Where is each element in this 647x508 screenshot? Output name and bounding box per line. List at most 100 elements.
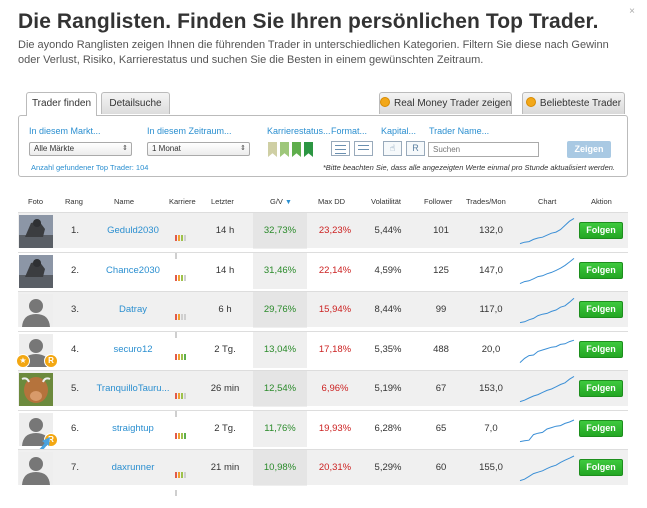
- table-row[interactable]: 7. daxrunner 21 min 10,98% 20,31% 5,29% 60 155,…: [18, 449, 628, 496]
- trader-name[interactable]: straightup: [112, 422, 154, 434]
- trader-name-link[interactable]: TranquilloTauru...: [88, 371, 178, 407]
- performance-chart[interactable]: [518, 413, 576, 445]
- col-trades[interactable]: Trades/Mon: [466, 197, 506, 206]
- trader-photo[interactable]: [19, 254, 53, 288]
- profit-loss-cell: 11,76%: [253, 410, 307, 447]
- table-row[interactable]: 5. TranquilloTauru... 26 min 12,54% 6,96% 5,1…: [18, 370, 628, 417]
- career-status-icon: [175, 268, 189, 299]
- performance-chart[interactable]: [518, 294, 576, 326]
- col-chart: Chart: [538, 197, 557, 206]
- profit-loss-cell: 31,46%: [253, 252, 307, 289]
- volatility-cell: 5,35%: [374, 343, 402, 355]
- search-input[interactable]: [428, 142, 539, 157]
- volatility-cell: 8,44%: [374, 304, 402, 315]
- markets-select[interactable]: Alle Märkte ⇕: [29, 142, 132, 156]
- capital-label: Kapital...: [381, 126, 417, 136]
- col-aktion: Aktion: [591, 197, 612, 206]
- follow-button[interactable]: Folgen: [579, 261, 623, 279]
- capital-real-icon[interactable]: R: [406, 141, 425, 156]
- last-activity-cell: 14 h: [215, 225, 235, 236]
- follow-button[interactable]: Folgen: [579, 419, 623, 437]
- rank-cell: 1.: [71, 225, 79, 236]
- tab-detailsuche[interactable]: Detailsuche: [101, 92, 170, 114]
- trader-photo[interactable]: [19, 373, 53, 406]
- trader-name[interactable]: Geduld2030: [107, 225, 159, 236]
- intro-text: Die ayondo Ranglisten zeigen Ihnen die f…: [18, 39, 609, 66]
- format-list-icon[interactable]: [331, 141, 350, 156]
- table-row[interactable]: 1. Geduld2030 14 h 32,73% 23,23% 5,44% 101 132,…: [18, 212, 628, 259]
- volatility-cell: 6,28%: [374, 422, 402, 434]
- close-icon[interactable]: ×: [629, 6, 635, 17]
- trader-photo[interactable]: [19, 294, 53, 327]
- trader-name-link[interactable]: straightup: [88, 411, 178, 447]
- col-maxdd[interactable]: Max DD: [318, 197, 346, 206]
- trader-name-link[interactable]: securo12: [88, 332, 178, 368]
- trader-name-link[interactable]: daxrunner: [88, 450, 178, 486]
- popular-label: Beliebteste Trader: [539, 98, 622, 109]
- performance-chart[interactable]: [518, 452, 576, 484]
- career-flag[interactable]: [304, 142, 313, 157]
- profit-loss-cell: 13,04%: [253, 331, 307, 368]
- table-row[interactable]: R 6. straightup 2 Tg. 11,76% 19,93% 6,28% 65 7,0…: [18, 409, 628, 462]
- table-row[interactable]: 2. Chance2030 14 h 31,46% 22,14% 4,59% 125 147,…: [18, 251, 628, 299]
- career-status-icon: [175, 228, 189, 259]
- follow-button[interactable]: Folgen: [579, 340, 623, 358]
- trades-per-month-cell: 153,0: [479, 383, 503, 394]
- col-gv[interactable]: G/V ▼: [270, 197, 292, 206]
- performance-chart[interactable]: [518, 373, 576, 405]
- trades-per-month-cell: 20,0: [481, 343, 501, 355]
- rank-cell: 3.: [71, 304, 79, 315]
- popular-trader-button[interactable]: Beliebteste Trader: [522, 92, 625, 114]
- career-flag[interactable]: [292, 142, 301, 157]
- volatility-cell: 5,19%: [374, 383, 402, 394]
- performance-chart[interactable]: [518, 334, 576, 366]
- follow-button[interactable]: Folgen: [579, 301, 623, 318]
- followers-cell: 60: [435, 462, 447, 473]
- real-money-trader-button[interactable]: Real Money Trader zeigen: [379, 92, 512, 114]
- max-drawdown-cell: 15,94%: [318, 304, 352, 315]
- col-name[interactable]: Name: [114, 197, 135, 206]
- performance-chart[interactable]: [518, 215, 576, 247]
- period-select[interactable]: 1 Monat ⇕: [147, 142, 250, 156]
- table-row[interactable]: ★ R 4. securo12 2 Tg. 13,04% 17,18% 5,35% 488 20,…: [16, 330, 628, 378]
- trader-name[interactable]: securo12: [113, 343, 153, 355]
- career-flag[interactable]: [268, 142, 277, 157]
- trader-photo[interactable]: [19, 452, 53, 485]
- followers-cell: 101: [433, 225, 449, 236]
- col-rang[interactable]: Rang: [65, 197, 83, 206]
- gv-header-label: G/V: [270, 197, 283, 206]
- format-label: Format...: [331, 126, 368, 136]
- follow-button[interactable]: Folgen: [579, 459, 623, 476]
- tab-trader-finden[interactable]: Trader finden: [26, 92, 97, 116]
- show-button[interactable]: Zeigen: [567, 141, 611, 158]
- career-flags[interactable]: [268, 142, 320, 158]
- table-row[interactable]: 3. Datray 6 h 29,76% 15,94% 8,44% 99 117,0 Folge…: [18, 291, 628, 338]
- format-table-icon[interactable]: [354, 141, 373, 156]
- filter-panel: In diesem Markt... Alle Märkte ⇕ In diese…: [18, 115, 628, 177]
- performance-chart[interactable]: [518, 255, 576, 287]
- career-flag[interactable]: [280, 142, 289, 157]
- col-karriere[interactable]: Karriere: [169, 197, 196, 206]
- max-drawdown-cell: 17,18%: [318, 343, 352, 355]
- trader-name[interactable]: Chance2030: [106, 264, 160, 276]
- col-follower[interactable]: Follower: [424, 197, 453, 206]
- follow-button[interactable]: Folgen: [579, 380, 623, 397]
- trader-name[interactable]: Datray: [119, 304, 147, 315]
- rank-cell: 6.: [71, 422, 79, 434]
- trader-photo[interactable]: [19, 215, 53, 248]
- followers-cell: 125: [433, 264, 449, 276]
- period-label: In diesem Zeitraum...: [147, 126, 232, 136]
- last-activity-cell: 2 Tg.: [214, 343, 236, 355]
- col-volatilitaet[interactable]: Volatilität: [371, 197, 402, 206]
- capital-demo-icon[interactable]: ☝: [383, 141, 402, 156]
- trader-name-link[interactable]: Geduld2030: [88, 213, 178, 249]
- max-drawdown-cell: 19,93%: [318, 422, 352, 434]
- trader-name-link[interactable]: Datray: [88, 292, 178, 328]
- follow-button[interactable]: Folgen: [579, 222, 623, 239]
- markets-label: In diesem Markt...: [29, 126, 101, 136]
- col-letzter[interactable]: Letzter: [211, 197, 234, 206]
- trader-name-link[interactable]: Chance2030: [88, 253, 178, 289]
- trader-name[interactable]: daxrunner: [111, 462, 155, 473]
- rank-cell: 5.: [71, 383, 79, 394]
- trader-name[interactable]: TranquilloTauru...: [96, 383, 170, 394]
